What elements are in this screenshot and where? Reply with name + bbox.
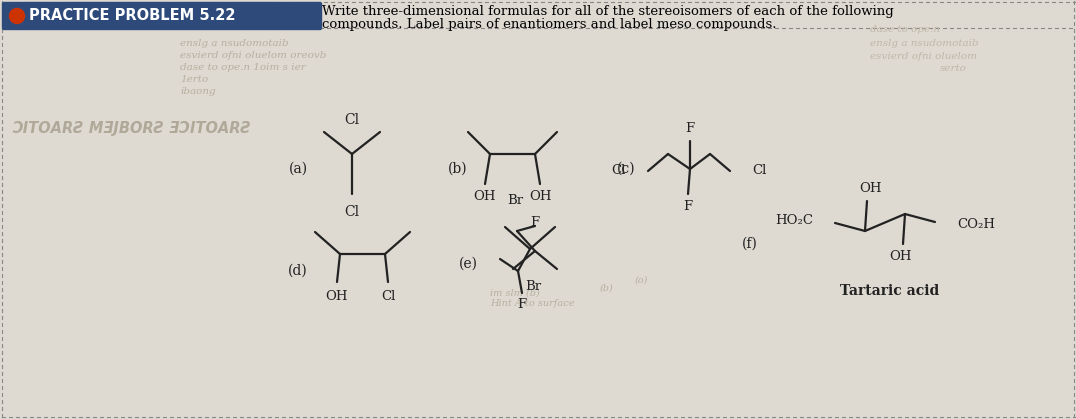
Text: Cl: Cl bbox=[752, 165, 766, 178]
Text: serto: serto bbox=[940, 64, 967, 73]
Text: (e): (e) bbox=[458, 257, 478, 271]
Text: OH: OH bbox=[326, 290, 349, 303]
Text: PRACTICE PROBLEM 5.22: PRACTICE PROBLEM 5.22 bbox=[29, 8, 236, 23]
Text: OH: OH bbox=[889, 249, 911, 262]
Text: (a): (a) bbox=[288, 162, 308, 176]
Text: Cl: Cl bbox=[611, 165, 626, 178]
Text: 1erto: 1erto bbox=[180, 75, 208, 84]
Text: Br: Br bbox=[525, 280, 541, 293]
Text: Br: Br bbox=[507, 194, 523, 207]
Text: esvierd ofni oluelom oreovb: esvierd ofni oluelom oreovb bbox=[180, 51, 326, 60]
Text: dase to ope.n 1oim s ier: dase to ope.n 1oim s ier bbox=[180, 63, 306, 72]
Text: F: F bbox=[530, 217, 539, 230]
Text: Cl: Cl bbox=[344, 113, 359, 127]
Text: OH: OH bbox=[859, 183, 881, 196]
Text: Write three-dimensional formulas for all of the stereoisomers of each of the fol: Write three-dimensional formulas for all… bbox=[322, 5, 894, 18]
Text: esvierd ofni oluelom: esvierd ofni oluelom bbox=[870, 52, 977, 61]
Text: (c): (c) bbox=[617, 162, 635, 176]
Text: compounds. Label pairs of enantiomers and label meso compounds.: compounds. Label pairs of enantiomers an… bbox=[322, 18, 777, 31]
Text: (d): (d) bbox=[288, 264, 308, 278]
FancyBboxPatch shape bbox=[2, 3, 322, 29]
Text: ibaong: ibaong bbox=[180, 87, 215, 96]
Text: Cl: Cl bbox=[381, 290, 395, 303]
Text: (b): (b) bbox=[449, 162, 468, 176]
Text: Tartaric acid: Tartaric acid bbox=[840, 284, 939, 298]
Text: enslg a nsudomotaib: enslg a nsudomotaib bbox=[180, 39, 288, 48]
Text: HO₂C: HO₂C bbox=[775, 215, 813, 228]
Text: F: F bbox=[685, 122, 695, 135]
Text: (f): (f) bbox=[742, 237, 758, 251]
Text: enslg a nsudomotaib: enslg a nsudomotaib bbox=[870, 39, 979, 48]
Text: (o): (o) bbox=[635, 276, 649, 285]
Text: F: F bbox=[518, 298, 526, 311]
Text: OH: OH bbox=[473, 191, 496, 204]
Text: Hint A to surface: Hint A to surface bbox=[490, 299, 575, 308]
Text: ƆITOARƧ MƎJBORƧ ƎƆITOARƧ: ƆITOARƧ MƎJBORƧ ƎƆITOARƧ bbox=[12, 121, 251, 136]
Circle shape bbox=[10, 8, 25, 23]
Text: F: F bbox=[683, 199, 693, 212]
Text: (b): (b) bbox=[600, 284, 613, 293]
Text: OH: OH bbox=[528, 191, 551, 204]
Text: im slm (b): im slm (b) bbox=[490, 289, 540, 298]
Text: CO₂H: CO₂H bbox=[957, 217, 995, 230]
Text: Cl: Cl bbox=[344, 205, 359, 219]
Text: dase to ope.n: dase to ope.n bbox=[870, 25, 940, 34]
